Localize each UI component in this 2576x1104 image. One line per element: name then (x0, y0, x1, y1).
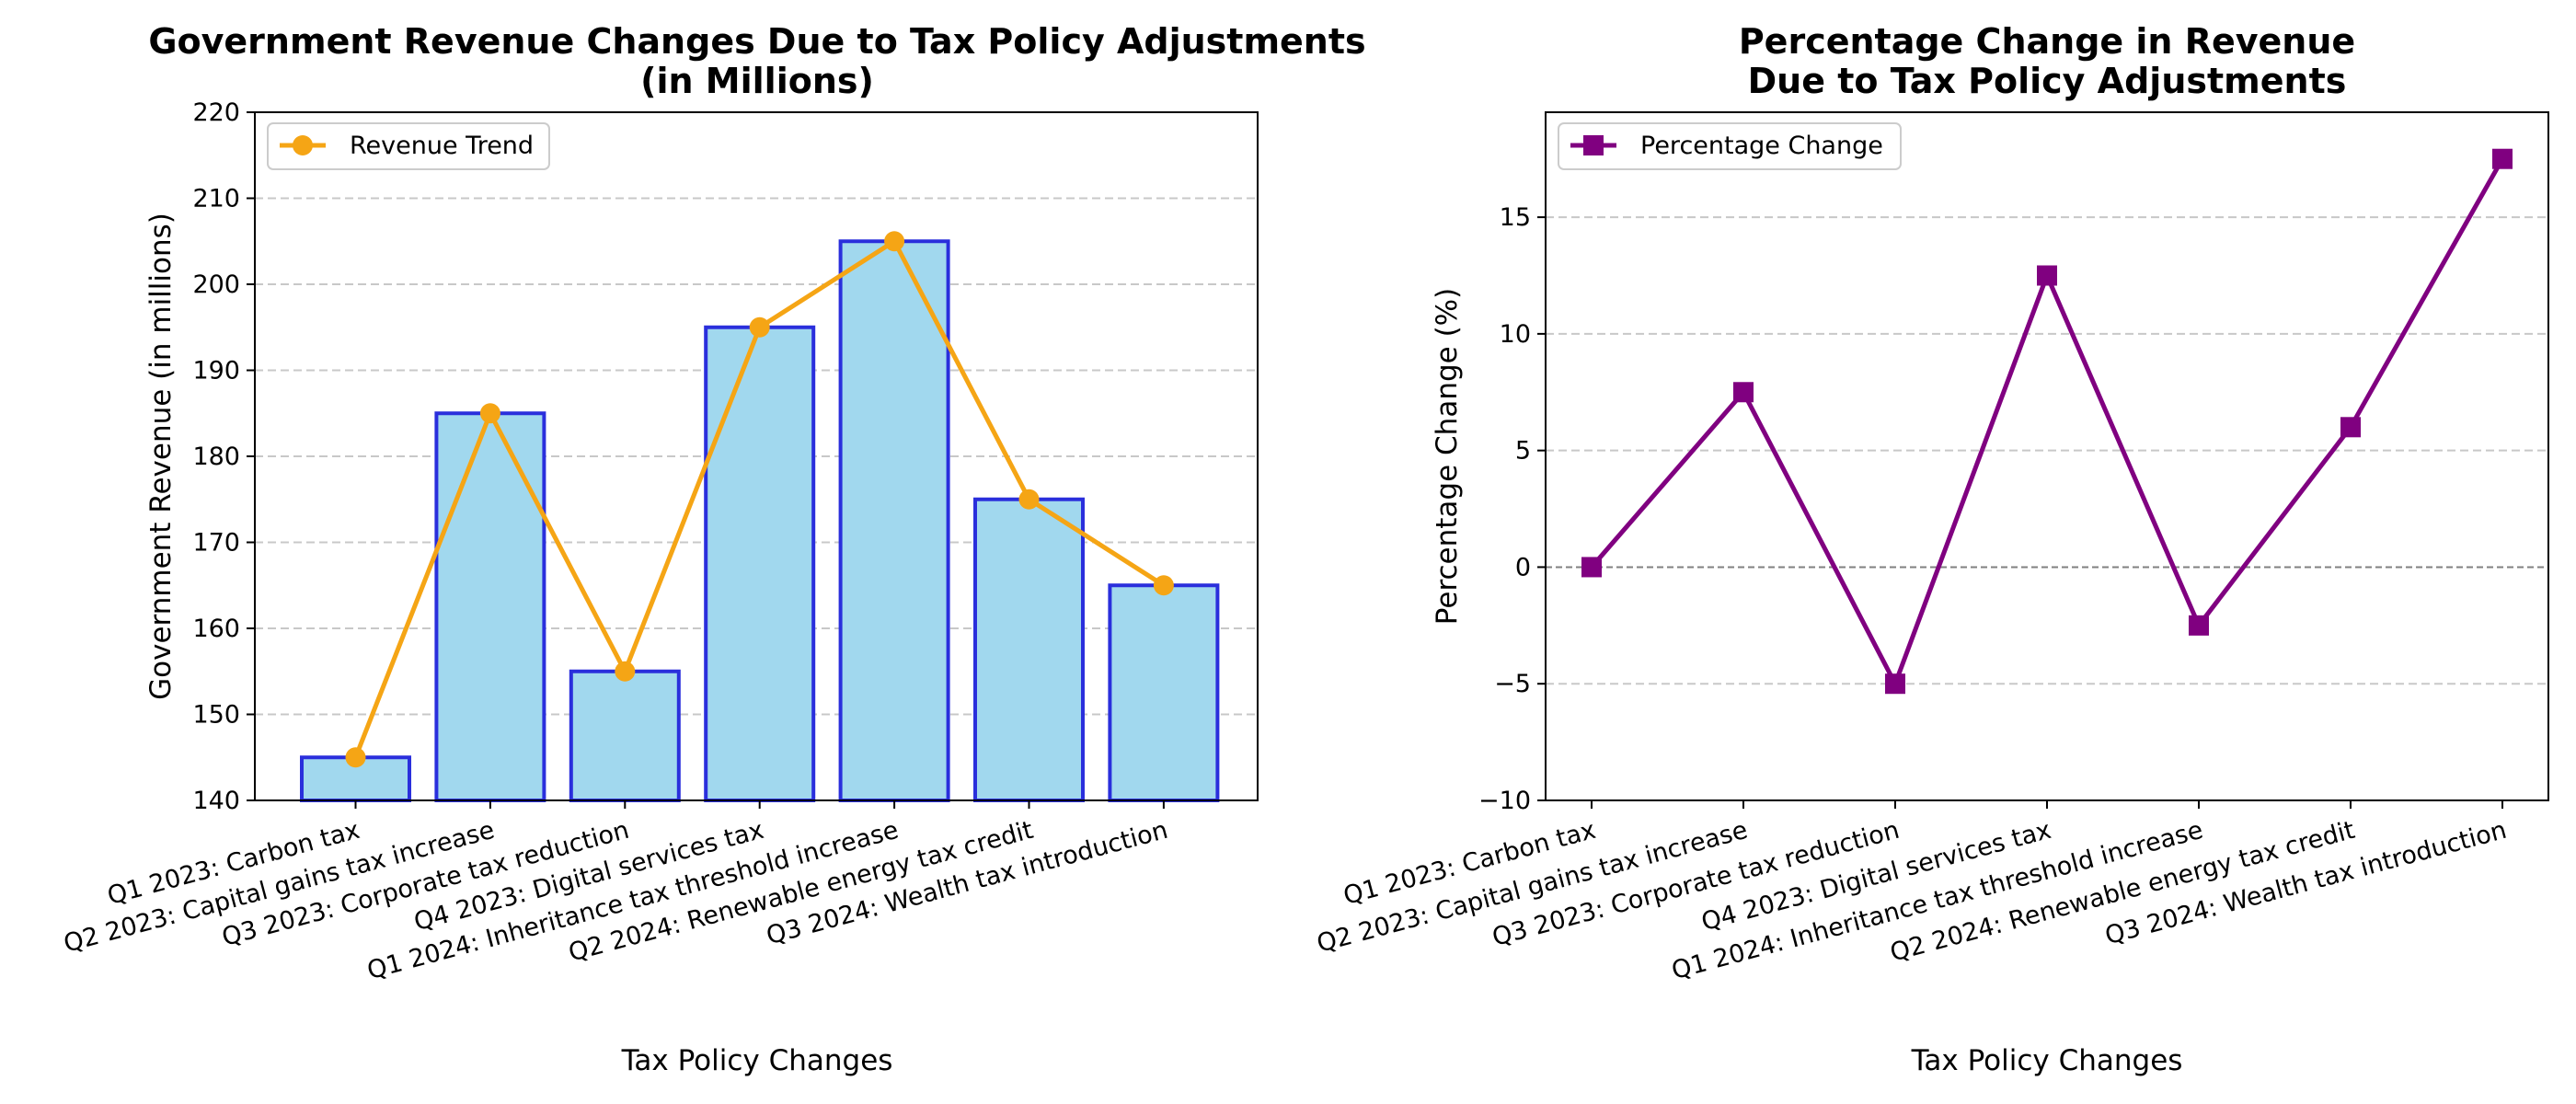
bar (569, 669, 681, 802)
trend-point (615, 661, 636, 682)
percentage-point (1733, 382, 1754, 403)
trend-point (1153, 575, 1174, 596)
y-tick-label: 15 (1500, 203, 1531, 232)
percentage-point (2189, 615, 2209, 636)
y-axis-ticks: −10 −5 0 5 10 15 (1478, 203, 1546, 815)
bars (300, 239, 1220, 802)
legend: Revenue Trend (267, 122, 550, 170)
bar (704, 325, 816, 802)
y-tick-label: 0 (1515, 553, 1531, 581)
y-tick-label: 180 (192, 443, 240, 471)
legend-box (1558, 122, 1902, 170)
legend: Percentage Change (1558, 122, 1902, 170)
y-axis-label: Percentage Change (%) (1431, 288, 1464, 625)
bar (838, 239, 950, 802)
legend-label: Percentage Change (1640, 132, 1883, 160)
y-tick-label: 220 (192, 98, 240, 127)
trend-point (345, 747, 366, 768)
percentage-change-chart: Percentage Change in Revenue Due to Tax … (1314, 21, 2549, 1077)
legend-marker-swatch (293, 135, 313, 155)
x-axis-label: Tax Policy Changes (621, 1044, 893, 1077)
legend-box (267, 122, 550, 170)
y-tick-label: 5 (1515, 437, 1531, 466)
trend-point (749, 316, 770, 338)
revenue-trend-line (345, 231, 1174, 768)
y-tick-label: −10 (1478, 787, 1531, 815)
gridlines (1546, 216, 2548, 685)
y-tick-label: 140 (192, 787, 240, 815)
x-axis-label: Tax Policy Changes (1911, 1044, 2183, 1077)
bar (1108, 583, 1220, 802)
percentage-line-path (1590, 157, 2505, 686)
percentage-point (2492, 148, 2513, 169)
chart-title-line-1: Percentage Change in Revenue (1739, 21, 2355, 62)
y-axis-ticks: 140 150 160 170 180 190 200 210 220 (192, 98, 255, 815)
percentage-point (1885, 673, 1905, 695)
bar (973, 497, 1085, 802)
bar (434, 411, 546, 802)
revenue-chart: Government Revenue Changes Due to Tax Po… (61, 21, 1366, 1077)
y-tick-label: 200 (192, 270, 240, 299)
y-axis-label: Government Revenue (in millions) (144, 213, 178, 700)
y-tick-label: 10 (1500, 320, 1531, 349)
chart-title-line-1: Government Revenue Changes Due to Tax Po… (148, 21, 1365, 62)
legend-label: Revenue Trend (350, 132, 534, 160)
percentage-point (1581, 557, 1602, 578)
legend-marker-swatch (1583, 135, 1604, 155)
chart-title-line-2: Due to Tax Policy Adjustments (1748, 61, 2347, 101)
trend-point (1018, 489, 1040, 510)
chart-title-line-2: (in Millions) (640, 61, 874, 101)
plot-frame (1545, 111, 2549, 801)
percentage-point (2037, 265, 2057, 286)
y-tick-label: 160 (192, 615, 240, 643)
percentage-change-line (1581, 148, 2513, 695)
y-tick-label: 150 (192, 701, 240, 730)
trend-point (479, 403, 500, 424)
y-tick-label: 190 (192, 357, 240, 385)
y-tick-label: 210 (192, 185, 240, 213)
trend-point (884, 231, 905, 252)
percentage-point (2340, 417, 2361, 438)
y-tick-label: 170 (192, 529, 240, 558)
y-tick-label: −5 (1494, 670, 1531, 698)
